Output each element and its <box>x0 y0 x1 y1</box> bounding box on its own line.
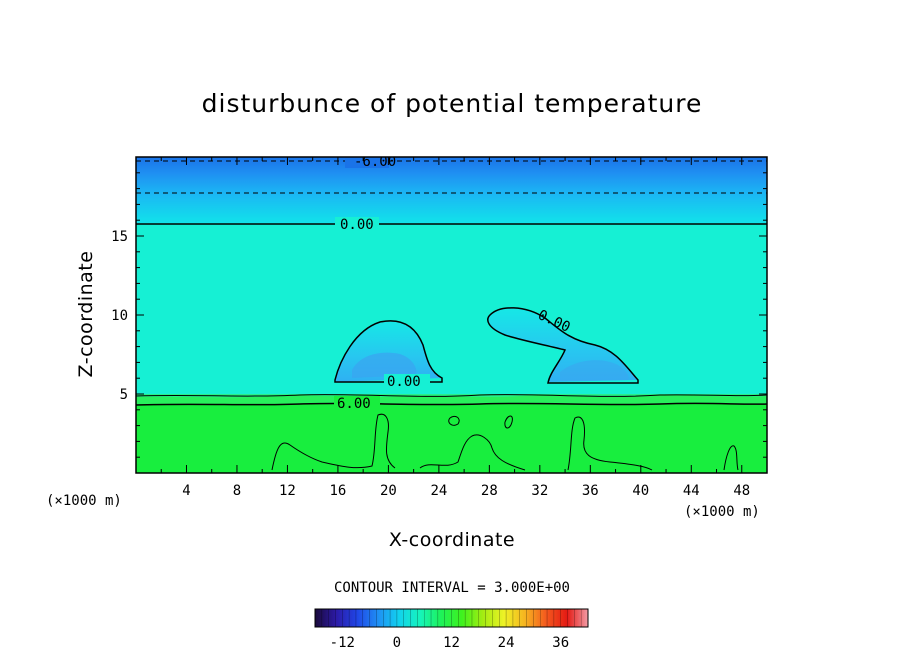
x-tick-label: 16 <box>329 483 346 499</box>
colorbar-tick-label: 24 <box>498 635 515 651</box>
contour-labels: -6.00 0.00 0.00 0.00 6.00 <box>334 154 573 412</box>
contour-label-zero-cell-left: 0.00 <box>387 374 421 390</box>
x-tick-label: 20 <box>380 483 397 499</box>
contour-label-minus-6: -6.00 <box>354 154 396 170</box>
colorbar-ticks: -12 0 12 24 36 <box>330 635 569 651</box>
contour-label-6: 6.00 <box>337 396 371 412</box>
x-tick-label: 4 <box>182 483 190 499</box>
y-tick-label: 15 <box>111 229 128 245</box>
colorbar-stripes <box>321 609 582 627</box>
contour-lower-wiggles <box>271 413 739 471</box>
x-axis-label: X-coordinate <box>389 529 515 551</box>
colorbar-tick-label: -12 <box>330 635 355 651</box>
y-tick-label: 10 <box>111 308 128 324</box>
x-tick-label: 40 <box>632 483 649 499</box>
cell-right-core <box>560 360 629 381</box>
colorbar-tick-label: 0 <box>393 635 401 651</box>
contour-cell-left <box>334 320 443 383</box>
chart-title: disturbunce of potential temperature <box>202 89 703 118</box>
x-tick-label: 8 <box>233 483 241 499</box>
colorbar: -12 0 12 24 36 <box>314 608 589 651</box>
plot-area: -6.00 0.00 0.00 0.00 6.00 <box>136 154 767 473</box>
contour-cell-right <box>487 307 639 384</box>
y-tick-label: 5 <box>120 387 128 403</box>
x-axis-ticks: 4 8 12 16 20 24 28 32 36 40 44 48 <box>160 157 750 499</box>
colorbar-tick-label: 36 <box>552 635 569 651</box>
x-tick-label: 12 <box>279 483 296 499</box>
contour-interval-label: CONTOUR INTERVAL = 3.000E+00 <box>334 580 570 596</box>
y-axis-label: Z-coordinate <box>75 251 97 378</box>
upper-layer-fill <box>136 157 767 223</box>
x-tick-label: 48 <box>733 483 750 499</box>
lower-layer-fill <box>136 395 767 473</box>
x-unit-label-right: (×1000 m) <box>684 504 760 520</box>
x-tick-label: 28 <box>481 483 498 499</box>
contour-line-3 <box>136 394 767 397</box>
x-tick-label: 32 <box>531 483 548 499</box>
y-axis-ticks: 5 10 15 <box>111 172 767 458</box>
x-tick-label: 44 <box>683 483 700 499</box>
contour-line-6 <box>136 402 767 406</box>
colorbar-tick-label: 12 <box>443 635 460 651</box>
cell-left-core <box>352 352 417 378</box>
x-tick-label: 36 <box>582 483 599 499</box>
x-unit-label-left: (×1000 m) <box>46 493 122 509</box>
contour-label-zero-top: 0.00 <box>340 217 374 233</box>
x-tick-label: 24 <box>430 483 447 499</box>
